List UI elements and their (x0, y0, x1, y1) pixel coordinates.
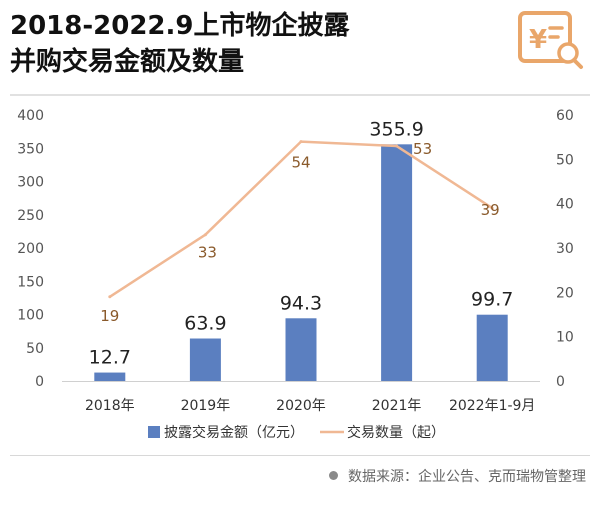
y-left-tick-label: 400 (17, 108, 44, 124)
line-point (395, 144, 399, 148)
y-right-tick-label: 30 (556, 241, 574, 257)
y-right-tick-label: 60 (556, 108, 574, 124)
title-line-1: 2018-2022.9上市物企披露 (10, 11, 350, 41)
y-left-tick-label: 350 (17, 141, 44, 157)
title-line-2: 并购交易金额及数量 (10, 47, 245, 77)
source-text: 数据来源：企业公告、克而瑞物管整理 (348, 469, 586, 485)
y-left-tick-label: 300 (17, 175, 44, 191)
y-right-tick-label: 20 (556, 285, 574, 301)
source-dot-icon (329, 471, 338, 480)
y-right-tick-label: 0 (556, 374, 565, 390)
y-left-tick-label: 50 (26, 341, 44, 357)
chart-title: 2018-2022.9上市物企披露 并购交易金额及数量 (10, 8, 490, 80)
bar (189, 338, 221, 381)
y-left-tick-label: 150 (17, 274, 44, 290)
source-note: 数据来源：企业公告、克而瑞物管整理 (329, 466, 586, 486)
y-right-tick-label: 10 (556, 330, 574, 346)
bar-value-label: 355.9 (369, 118, 423, 140)
bar (285, 318, 317, 381)
line-point (108, 295, 112, 299)
bar (476, 314, 508, 381)
y-right-tick-label: 50 (556, 152, 574, 168)
line-point (203, 233, 207, 237)
line-value-label: 39 (481, 201, 500, 219)
title-divider (10, 94, 590, 96)
y-left-tick-label: 250 (17, 208, 44, 224)
line-value-label: 54 (291, 154, 310, 172)
bar-value-label: 12.7 (89, 347, 131, 369)
bar (381, 144, 413, 381)
bar-value-label: 63.9 (184, 313, 226, 335)
y-left-tick-label: 0 (35, 374, 44, 390)
bar-value-label: 99.7 (471, 289, 513, 311)
line-point (490, 206, 494, 210)
y-left-tick-label: 100 (17, 308, 44, 324)
receipt-yen-search-icon: ¥ (518, 11, 583, 69)
svg-text:¥: ¥ (529, 25, 547, 55)
chart: 0 50 100 150 200 250 300 350 400 0 10 20 30 40 50 60 12.… (17, 108, 574, 441)
x-tick-label: 2021年 (372, 398, 422, 414)
bar (94, 372, 126, 381)
footer-divider (10, 455, 590, 456)
x-tick-label: 2022年1-9月 (449, 398, 536, 414)
y-right-tick-label: 40 (556, 197, 574, 213)
line-value-label: 19 (100, 307, 119, 325)
bar-value-label: 94.3 (280, 292, 322, 314)
legend-bar-swatch (148, 426, 160, 438)
legend-line-label: 交易数量（起） (347, 424, 445, 441)
line-value-label: 33 (198, 244, 217, 262)
legend-bar-label: 披露交易金额（亿元） (164, 424, 304, 441)
x-tick-label: 2020年 (276, 398, 326, 414)
y-left-tick-label: 200 (17, 241, 44, 257)
line-value-label: 53 (413, 140, 432, 158)
x-tick-label: 2018年 (85, 398, 135, 414)
x-tick-label: 2019年 (181, 398, 231, 414)
line-point (299, 140, 303, 144)
